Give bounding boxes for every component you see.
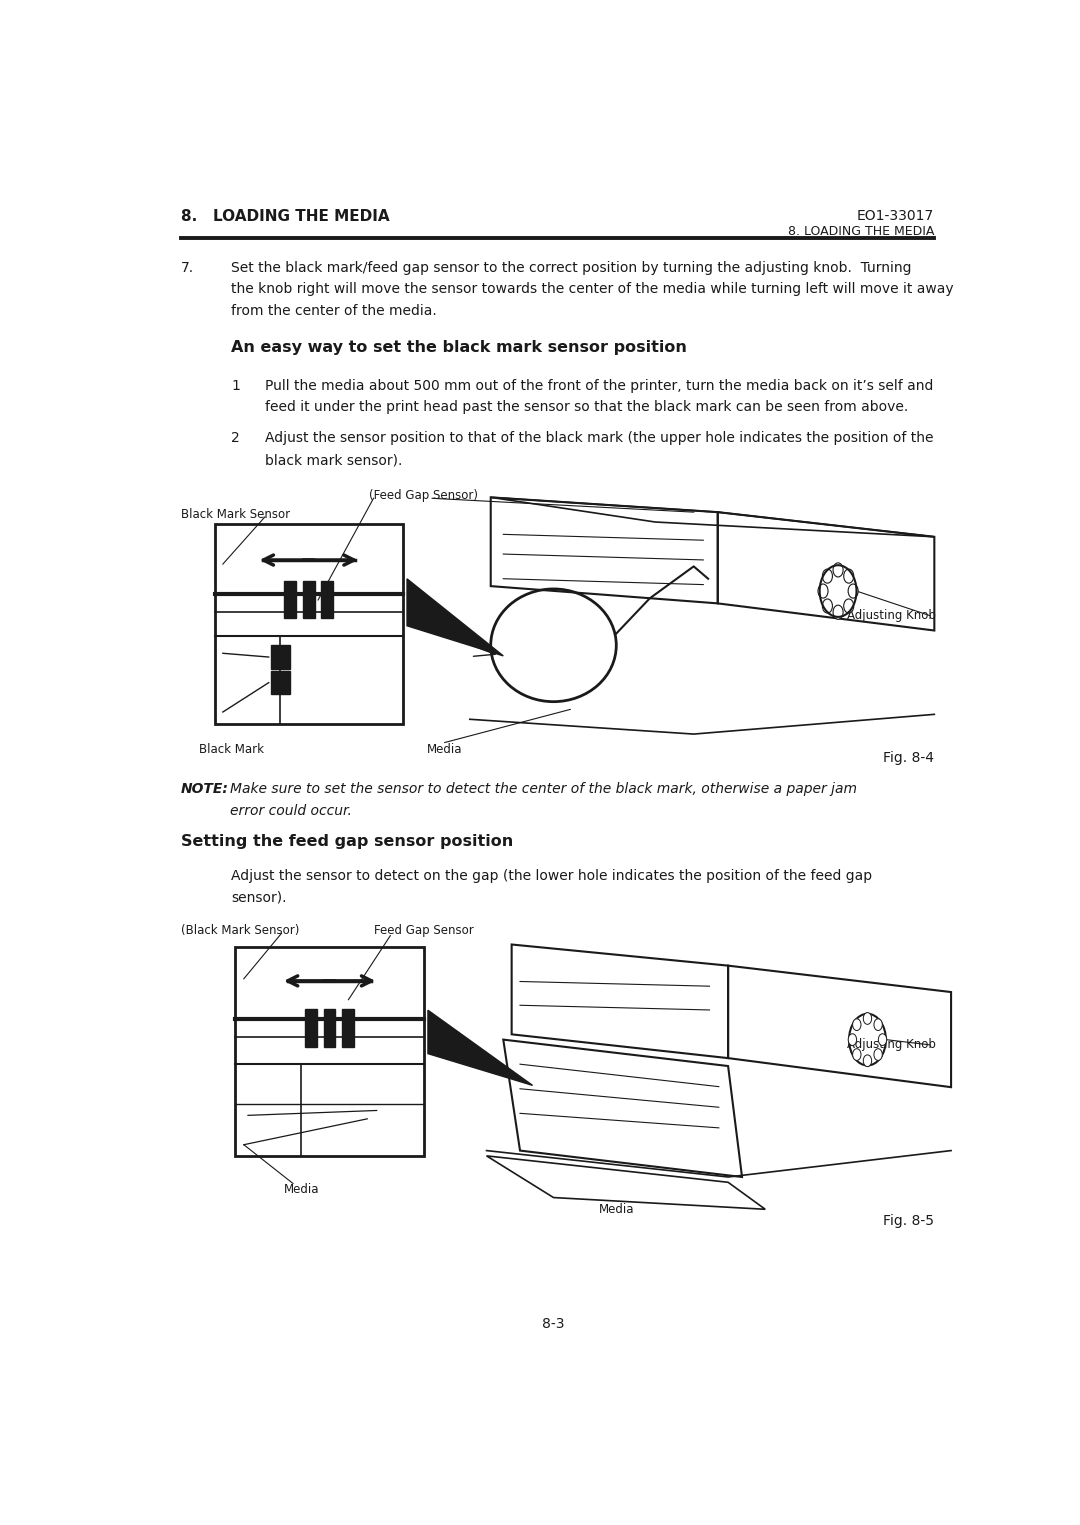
Text: Media: Media	[598, 1203, 634, 1217]
Circle shape	[843, 569, 854, 583]
Text: Feed Gap Sensor: Feed Gap Sensor	[374, 924, 473, 936]
Text: (Feed Gap Sensor): (Feed Gap Sensor)	[369, 490, 478, 502]
Circle shape	[874, 1019, 882, 1031]
Text: 8.   LOADING THE MEDIA: 8. LOADING THE MEDIA	[181, 209, 390, 224]
Text: NOTE:: NOTE:	[181, 782, 229, 796]
Bar	[284, 581, 296, 618]
Text: Adjusting Knob: Adjusting Knob	[847, 1039, 936, 1051]
Text: Adjust the sensor to detect on the gap (the lower hole indicates the position of: Adjust the sensor to detect on the gap (…	[231, 869, 873, 883]
Text: Set the black mark/feed gap sensor to the correct position by turning the adjust: Set the black mark/feed gap sensor to th…	[231, 261, 912, 274]
Polygon shape	[428, 1010, 532, 1086]
Circle shape	[833, 605, 843, 619]
Text: sensor).: sensor).	[231, 891, 287, 904]
Circle shape	[822, 599, 833, 613]
Text: Make sure to set the sensor to detect the center of the black mark, otherwise a : Make sure to set the sensor to detect th…	[230, 782, 856, 796]
Text: error could occur.: error could occur.	[230, 804, 351, 819]
Text: feed it under the print head past the sensor so that the black mark can be seen : feed it under the print head past the se…	[265, 400, 908, 415]
Bar	[271, 645, 289, 669]
Polygon shape	[407, 580, 503, 656]
Text: 7.: 7.	[181, 261, 194, 274]
Circle shape	[843, 599, 854, 613]
Text: Media: Media	[427, 743, 462, 755]
Text: 2: 2	[231, 432, 240, 445]
Circle shape	[863, 1055, 872, 1066]
Circle shape	[848, 584, 859, 598]
Text: 8. LOADING THE MEDIA: 8. LOADING THE MEDIA	[788, 226, 934, 238]
Circle shape	[863, 1013, 872, 1025]
Text: Adjust the sensor position to that of the black mark (the upper hole indicates t: Adjust the sensor position to that of th…	[265, 432, 933, 445]
Bar	[215, 525, 403, 724]
Circle shape	[848, 1034, 856, 1046]
Bar	[306, 1010, 318, 1046]
Text: Fig. 8-4: Fig. 8-4	[883, 750, 934, 764]
Text: (Black Mark Sensor): (Black Mark Sensor)	[181, 924, 299, 936]
Bar	[271, 671, 289, 694]
Text: from the center of the media.: from the center of the media.	[231, 303, 437, 317]
Bar	[342, 1010, 354, 1046]
Circle shape	[874, 1049, 882, 1060]
Circle shape	[818, 584, 828, 598]
Bar	[235, 947, 423, 1156]
Bar	[321, 581, 333, 618]
Text: Adjusting Knob: Adjusting Knob	[847, 608, 936, 622]
Text: the knob right will move the sensor towards the center of the media while turnin: the knob right will move the sensor towa…	[231, 282, 954, 296]
Bar	[324, 1010, 336, 1046]
Circle shape	[852, 1049, 861, 1060]
Text: An easy way to set the black mark sensor position: An easy way to set the black mark sensor…	[231, 340, 687, 355]
Text: 8-3: 8-3	[542, 1318, 565, 1331]
Circle shape	[878, 1034, 887, 1046]
Circle shape	[852, 1019, 861, 1031]
Text: Pull the media about 500 mm out of the front of the printer, turn the media back: Pull the media about 500 mm out of the f…	[265, 378, 933, 392]
Text: 1: 1	[231, 378, 240, 392]
Text: black mark sensor).: black mark sensor).	[265, 453, 402, 467]
Text: Setting the feed gap sensor position: Setting the feed gap sensor position	[181, 834, 513, 848]
Circle shape	[822, 569, 833, 583]
Text: Fig. 8-5: Fig. 8-5	[883, 1214, 934, 1228]
Text: Media: Media	[284, 1183, 319, 1197]
Text: EO1-33017: EO1-33017	[858, 209, 934, 223]
Text: Black Mark Sensor: Black Mark Sensor	[181, 508, 291, 520]
Circle shape	[833, 563, 843, 576]
Text: Black Mark: Black Mark	[199, 743, 264, 755]
Bar	[302, 581, 314, 618]
